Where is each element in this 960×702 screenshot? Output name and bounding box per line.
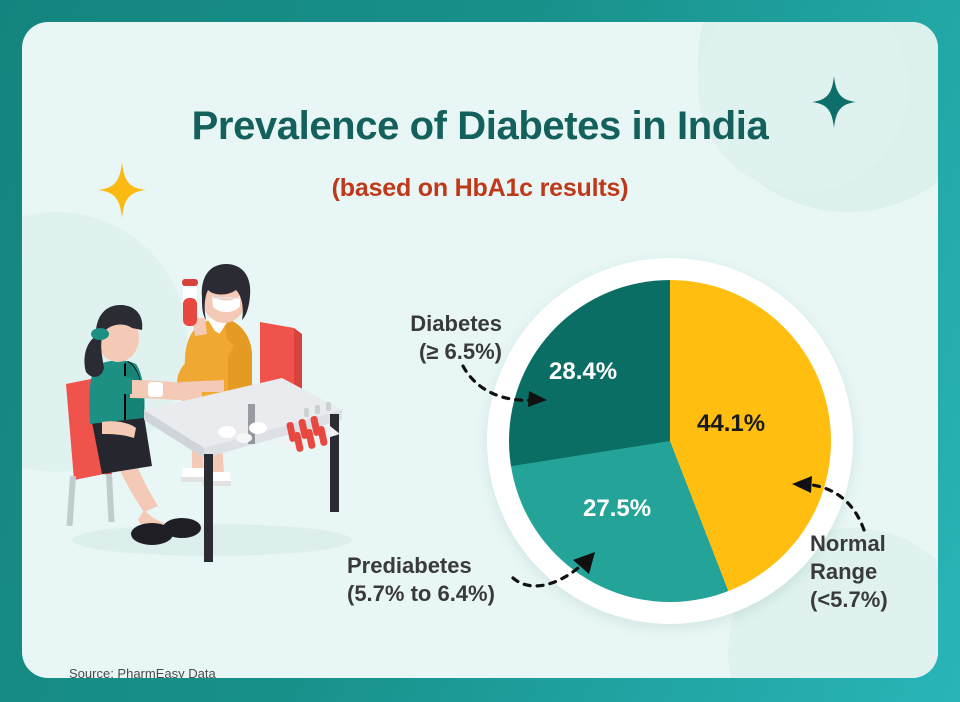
page-subtitle: (based on HbA1c results): [331, 174, 629, 202]
callout-normal-line1: Normal: [810, 531, 886, 556]
arrow-diabetes-icon: [459, 362, 555, 410]
page-title: Prevalence of Diabetes in India: [191, 104, 769, 148]
callout-prediabetes-line1: Prediabetes: [347, 553, 472, 578]
callout-normal-line3: (<5.7%): [810, 587, 888, 613]
pie-label-diabetes: 28.4%: [549, 358, 618, 385]
callout-prediabetes: Prediabetes (5.7% to 6.4%): [347, 552, 557, 608]
callout-normal-range: Normal Range (<5.7%): [810, 530, 938, 614]
callout-diabetes-line2: (≥ 6.5%): [419, 339, 502, 365]
callout-normal-line2: Range: [810, 559, 878, 585]
arrow-normal-range-icon: [782, 472, 878, 534]
sparkle-yellow-icon: [98, 162, 146, 218]
decorative-circle: [698, 22, 908, 192]
table-and-patient-illustration: [52, 262, 362, 567]
source-attribution: Source: PharmEasy Data: [69, 666, 216, 678]
callout-diabetes: Diabetes (≥ 6.5%): [352, 310, 502, 366]
callout-diabetes-line1: Diabetes: [410, 311, 502, 336]
poster-card: Prevalence of Diabetes in India (based o…: [22, 22, 938, 678]
pie-label-prediabetes: 27.5%: [583, 495, 652, 522]
callout-prediabetes-line2: (5.7% to 6.4%): [347, 581, 495, 607]
sparkle-teal-icon: [812, 76, 856, 128]
pie-label-normal: 44.1%: [697, 410, 766, 437]
arrow-prediabetes-icon: [509, 552, 607, 598]
pie-slices: [509, 280, 831, 602]
pie-chart: 44.1% 28.4% 27.5%: [487, 258, 853, 624]
